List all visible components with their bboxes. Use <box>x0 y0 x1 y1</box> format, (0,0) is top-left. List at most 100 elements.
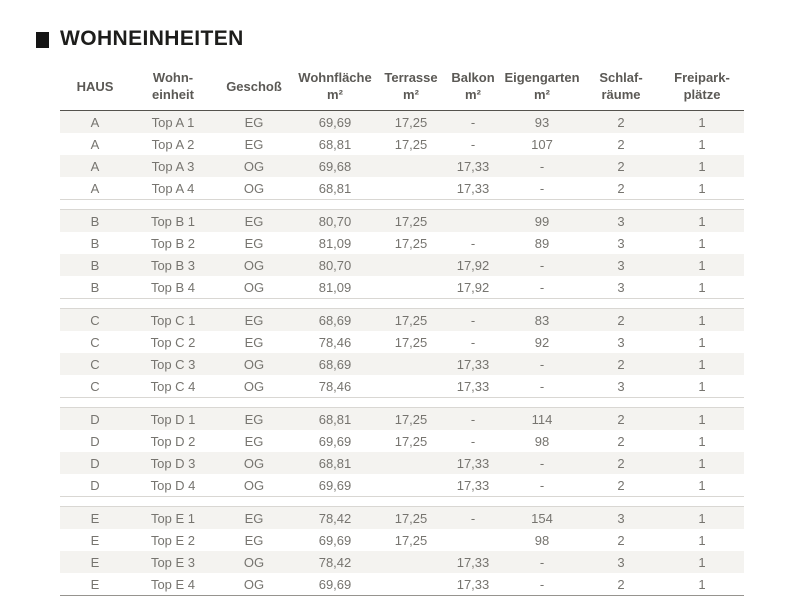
cell-eigengarten: - <box>539 279 545 295</box>
cell-terrasse: 17,25 <box>378 110 444 134</box>
cell-schlafraeume: 3 <box>582 254 660 277</box>
cell-schlafraeume: 3 <box>582 551 660 574</box>
cell-eigengarten: 107 <box>531 136 553 152</box>
house-group-E: E Top E 1 EG 78,42 17,25-154 3 1 E Top E 2 EG 69,6… <box>60 506 744 596</box>
cell-terrasse: 17,25 <box>378 407 444 431</box>
cell-haus: E <box>60 551 130 574</box>
house-group-A: A Top A 1 EG 69,69 17,25-93 2 1 A Top A 2 EG 68,81… <box>60 110 744 200</box>
cell-haus: B <box>60 209 130 233</box>
cell-freiparkplaetze: 1 <box>660 110 744 134</box>
cell-haus: E <box>90 576 100 592</box>
cell-wohneinheit: Top D 1 <box>130 407 216 431</box>
cell-wohnflaeche: 81,09 <box>318 279 352 295</box>
cell-terrasse <box>378 551 444 574</box>
cell-balkon: 17,33 <box>456 378 490 394</box>
cell-wohnflaeche: 78,46 <box>318 334 352 350</box>
cell-eigengarten: 83 <box>502 308 582 332</box>
cell-haus: E <box>60 506 130 530</box>
cell-wohneinheit: Top B 3 <box>130 254 216 277</box>
cell-wohnflaeche: 78,42 <box>292 551 378 574</box>
cell-balkon: 17,33 <box>444 155 502 178</box>
cell-eigengarten: - <box>502 452 582 475</box>
cell-wohnflaeche: 78,46 <box>318 378 352 394</box>
table-row: A Top A 4 OG 68,81 17,33 - 2 1 <box>60 177 744 200</box>
cell-freiparkplaetze: 1 <box>660 353 744 376</box>
cell-wohneinheit: Top C 3 <box>130 353 216 376</box>
table-row: C Top C 2 EG 78,46 17,25 - 92 3 1 <box>60 331 744 353</box>
page-header: WOHNEINHEITEN <box>36 27 800 51</box>
cell-terrasse <box>378 375 444 398</box>
group-spacer <box>60 496 744 508</box>
cell-geschoss: OG <box>243 378 265 394</box>
cell-eigengarten: 98 <box>534 433 550 449</box>
cell-freiparkplaetze: 1 <box>660 155 744 178</box>
cell-geschoss: OG <box>243 279 265 295</box>
cell-eigengarten: 89 <box>534 235 550 251</box>
cell-wohnflaeche: 68,69 <box>292 308 378 332</box>
cell-schlafraeume: 2 <box>617 576 625 592</box>
cell-balkon: - <box>444 506 502 530</box>
table-row: B Top B 1 EG 80,70 17,25 99 3 1 <box>60 209 744 233</box>
cell-freiparkplaetze: 1 <box>698 576 706 592</box>
cell-freiparkplaetze: 1 <box>660 452 744 475</box>
cell-schlafraeume: 3 <box>617 279 625 295</box>
cell-balkon: 17,92 <box>456 279 490 295</box>
cell-geschoss: OG <box>243 477 265 493</box>
cell-geschoss: OG <box>216 353 292 376</box>
cell-balkon: 17,33 <box>444 353 502 376</box>
cell-terrasse: 17,25 <box>378 308 444 332</box>
cell-terrasse <box>378 353 444 376</box>
cell-terrasse <box>378 573 444 596</box>
cell-schlafraeume: 3 <box>617 378 625 394</box>
cell-schlafraeume: 2 <box>582 353 660 376</box>
column-header-schlafraeume: Schlaf-räume <box>582 67 660 112</box>
cell-wohneinheit: Top B 4 <box>150 279 196 295</box>
cell-schlafraeume: 2 <box>617 136 625 152</box>
cell-wohnflaeche: 69,68 <box>292 155 378 178</box>
cell-wohnflaeche: 69,69 <box>318 532 352 548</box>
house-group-D: D Top D 1 EG 68,81 17,25-114 2 1 D Top D 2 EG 69,6… <box>60 407 744 497</box>
cell-geschoss: EG <box>244 532 264 548</box>
group-spacer <box>60 298 744 310</box>
cell-schlafraeume: 2 <box>582 110 660 134</box>
column-header-terrasse: Terrasse m² <box>378 67 444 112</box>
cell-wohneinheit: Top A 3 <box>130 155 216 178</box>
table-row: B Top B 3 OG 80,70 17,92-3 1 <box>60 254 744 277</box>
table-row: A Top A 2 EG 68,81 17,25 - 107 2 1 <box>60 133 744 155</box>
cell-geschoss: OG <box>243 576 265 592</box>
table-row: B Top B 2 EG 81,09 17,25 - 89 3 1 <box>60 232 744 254</box>
cell-haus: A <box>90 180 100 196</box>
cell-freiparkplaetze: 1 <box>698 378 706 394</box>
cell-terrasse: 17,25 <box>394 532 428 548</box>
column-header-wohneinheit: Wohn-einheit <box>130 67 216 112</box>
cell-schlafraeume: 2 <box>617 180 625 196</box>
table-row: D Top D 4 OG 69,69 17,33 - 2 1 <box>60 474 744 497</box>
cell-schlafraeume: 2 <box>617 477 625 493</box>
cell-geschoss: EG <box>216 506 292 530</box>
cell-geschoss: EG <box>216 209 292 233</box>
cell-terrasse: 17,25 <box>394 235 428 251</box>
cell-eigengarten: - <box>502 353 582 376</box>
column-header-haus: HAUS <box>60 67 130 112</box>
cell-balkon: 17,33 <box>456 576 490 592</box>
cell-eigengarten: 92 <box>534 334 550 350</box>
column-header-freiparkplaetze: Freipark-plätze <box>660 67 744 112</box>
cell-geschoss: OG <box>216 452 292 475</box>
cell-eigengarten: - <box>502 155 582 178</box>
cell-freiparkplaetze: 1 <box>698 136 706 152</box>
cell-eigengarten: - <box>502 551 582 574</box>
cell-balkon <box>444 209 502 233</box>
cell-wohneinheit: Top A 1 <box>130 110 216 134</box>
cell-haus: A <box>60 110 130 134</box>
cell-haus: B <box>60 254 130 277</box>
cell-schlafraeume: 2 <box>582 407 660 431</box>
cell-eigengarten: - <box>539 378 545 394</box>
cell-wohneinheit: Top E 3 <box>130 551 216 574</box>
cell-schlafraeume: 2 <box>582 452 660 475</box>
cell-haus: C <box>90 334 100 350</box>
cell-eigengarten: 98 <box>534 532 550 548</box>
cell-wohneinheit: Top A 4 <box>151 180 195 196</box>
cell-terrasse: 17,25 <box>394 334 428 350</box>
group-spacer <box>60 397 744 409</box>
